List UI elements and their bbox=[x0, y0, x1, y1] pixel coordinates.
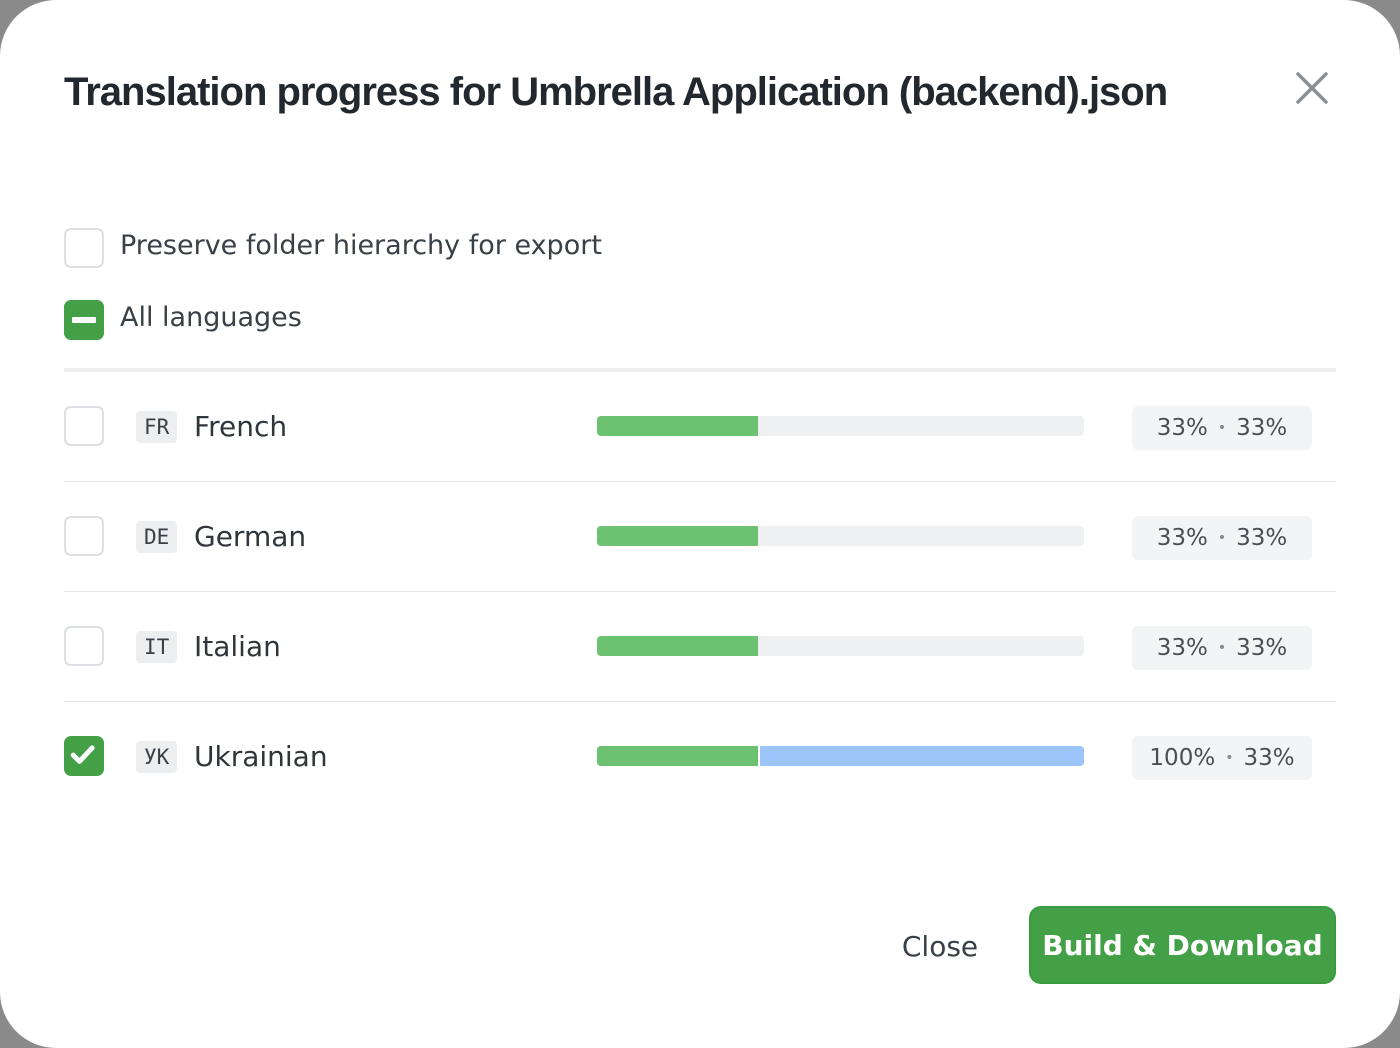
approved-percent: 33% bbox=[1236, 525, 1288, 551]
row-divider bbox=[64, 591, 1336, 592]
language-name: Italian bbox=[194, 630, 281, 663]
progress-bar bbox=[597, 746, 1084, 766]
language-checkbox-french[interactable] bbox=[64, 406, 104, 446]
all-languages-checkbox[interactable] bbox=[64, 300, 104, 340]
progress-percent: 33% • 33% bbox=[1132, 626, 1312, 670]
language-code-badge: FR bbox=[136, 411, 178, 443]
approved-percent: 33% bbox=[1243, 745, 1295, 771]
divider bbox=[64, 368, 1336, 372]
progress-bar bbox=[597, 526, 1084, 546]
approved-fill bbox=[597, 526, 758, 546]
progress-percent: 33% • 33% bbox=[1132, 516, 1312, 560]
language-checkbox-german[interactable] bbox=[64, 516, 104, 556]
language-name: French bbox=[194, 410, 288, 443]
progress-bar bbox=[597, 416, 1084, 436]
separator: • bbox=[1217, 420, 1227, 436]
approved-percent: 33% bbox=[1236, 635, 1288, 661]
all-languages-label: All languages bbox=[120, 302, 302, 333]
close-button[interactable]: Close bbox=[880, 910, 1000, 982]
approved-percent: 33% bbox=[1236, 415, 1288, 441]
language-code-badge: УК bbox=[136, 741, 178, 773]
language-name: Ukrainian bbox=[194, 740, 328, 773]
preserve-folder-label: Preserve folder hierarchy for export bbox=[120, 230, 602, 261]
build-download-button[interactable]: Build & Download bbox=[1029, 906, 1336, 984]
approved-fill bbox=[597, 636, 758, 656]
translated-percent: 33% bbox=[1156, 635, 1208, 661]
language-name: German bbox=[194, 520, 307, 553]
translated-percent: 33% bbox=[1156, 525, 1208, 551]
progress-percent: 100% • 33% bbox=[1132, 736, 1312, 780]
row-divider bbox=[64, 701, 1336, 702]
approved-fill bbox=[597, 746, 758, 766]
row-divider bbox=[64, 481, 1336, 482]
separator: • bbox=[1217, 640, 1227, 656]
translated-fill bbox=[757, 746, 1084, 766]
dialog-title: Translation progress for Umbrella Applic… bbox=[64, 70, 1168, 114]
approved-fill bbox=[597, 416, 758, 436]
progress-percent: 33% • 33% bbox=[1132, 406, 1312, 450]
separator: • bbox=[1217, 530, 1227, 546]
indeterminate-icon bbox=[72, 317, 96, 323]
language-code-badge: DE bbox=[136, 521, 178, 553]
language-code-badge: IT bbox=[136, 631, 178, 663]
language-checkbox-italian[interactable] bbox=[64, 626, 104, 666]
close-icon[interactable] bbox=[1292, 68, 1332, 108]
checkmark-icon bbox=[70, 745, 95, 764]
separator: • bbox=[1225, 750, 1234, 766]
translated-percent: 33% bbox=[1156, 415, 1208, 441]
preserve-folder-checkbox[interactable] bbox=[64, 228, 104, 268]
translated-percent: 100% bbox=[1149, 745, 1216, 771]
progress-bar bbox=[597, 636, 1084, 656]
language-checkbox-ukrainian[interactable] bbox=[64, 736, 104, 776]
